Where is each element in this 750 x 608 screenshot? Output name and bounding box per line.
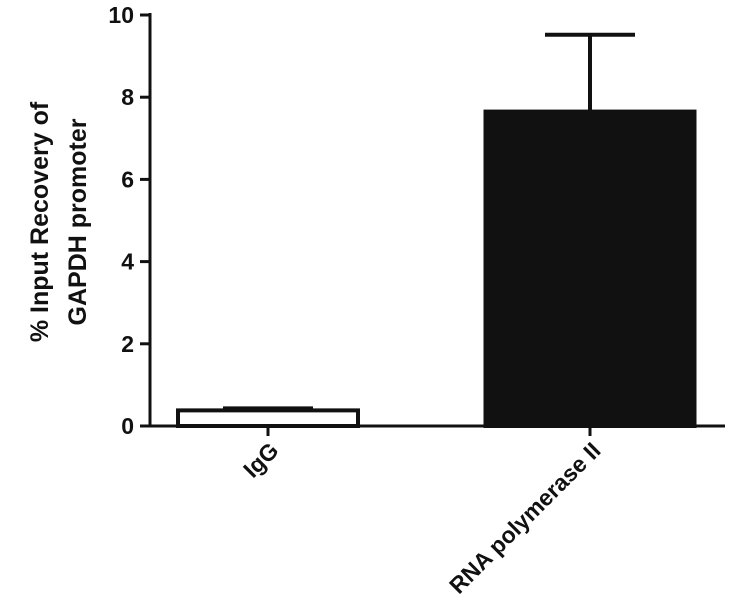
y-tick-label: 10 — [108, 2, 134, 28]
y-tick-label: 2 — [121, 331, 134, 357]
y-tick-label: 0 — [121, 413, 134, 439]
y-tick-label: 4 — [121, 249, 134, 275]
y-axis-title: % Input Recovery of GAPDH promoter — [26, 101, 92, 342]
y-tick-label: 8 — [121, 84, 134, 110]
x-tick-label: IgG — [238, 437, 283, 482]
y-tick-label: 6 — [121, 166, 134, 192]
y-axis-title-line: GAPDH promoter — [64, 118, 92, 325]
bar — [176, 408, 360, 428]
y-axis-title-line: % Input Recovery of — [26, 101, 54, 342]
x-tick-label: RNA polymerase II — [444, 437, 605, 598]
bar — [483, 109, 697, 429]
